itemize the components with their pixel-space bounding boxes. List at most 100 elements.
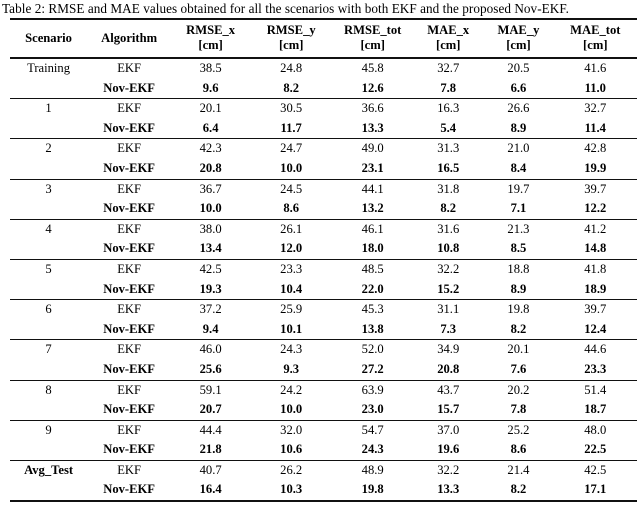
table-row: 6 EKF 37.2 25.9 45.3 31.1 19.8 39.7	[10, 299, 637, 340]
table-row: Nov-EKF 19.3 10.4 22.0 15.2 8.9 18.9	[10, 280, 637, 300]
value-cell: 24.3	[250, 339, 333, 360]
value-cell: 19.8	[483, 299, 554, 320]
value-cell: 15.2	[437, 281, 460, 296]
value-cell: 44.4	[171, 419, 251, 441]
column-header-scenario: Scenario	[10, 19, 88, 59]
algorithm-cell: Nov-EKF	[103, 241, 155, 256]
value-cell: 59.1	[171, 379, 251, 401]
value-cell: 36.6	[332, 98, 414, 119]
value-cell: 31.6	[413, 218, 484, 240]
algorithm-cell: Nov-EKF	[103, 160, 155, 175]
value-cell: 32.7	[553, 98, 637, 119]
scenario-cell: Training	[10, 57, 88, 99]
value-cell: 20.5	[483, 57, 554, 79]
table-row: 8 EKF 59.1 24.2 63.9 43.7 20.2 51.4	[10, 379, 637, 421]
table-row: Nov-EKF 10.0 8.6 13.2 8.2 7.1 12.2	[10, 199, 637, 219]
algorithm-cell: EKF	[87, 419, 172, 441]
column-label: RMSE_x	[186, 23, 236, 37]
value-cell: 12.4	[584, 321, 607, 336]
scenario-cell: 7	[10, 339, 88, 380]
value-cell: 25.6	[199, 361, 222, 376]
value-cell: 51.4	[553, 379, 637, 401]
value-cell: 8.2	[510, 321, 527, 336]
table-body: Training EKF 38.5 24.8 45.8 32.7 20.5 41.6 Nov-E…	[10, 57, 637, 502]
value-cell: 20.2	[483, 379, 554, 401]
value-cell: 13.3	[437, 482, 460, 497]
value-cell: 18.7	[584, 402, 607, 417]
value-cell: 27.2	[361, 361, 384, 376]
column-header-mae_x: MAE_x [cm]	[413, 19, 484, 59]
table-row: Nov-EKF 9.4 10.1 13.8 7.3 8.2 12.4	[10, 320, 637, 340]
column-label: MAE_y	[497, 23, 540, 37]
algorithm-cell: Nov-EKF	[103, 321, 155, 336]
value-cell: 21.4	[483, 459, 554, 481]
value-cell: 8.5	[510, 241, 527, 256]
value-cell: 10.0	[280, 160, 303, 175]
algorithm-cell: Nov-EKF	[103, 442, 155, 457]
value-cell: 22.5	[584, 442, 607, 457]
table-header: Scenario Algorithm RMSE_x [cm] RMSE_y [cm] RMS…	[10, 19, 637, 59]
algorithm-cell: EKF	[87, 98, 172, 119]
scenario-cell: Avg_Test	[10, 459, 88, 502]
value-cell: 8.2	[283, 80, 300, 95]
value-cell: 10.3	[280, 482, 303, 497]
value-cell: 40.7	[171, 459, 251, 481]
value-cell: 26.6	[483, 98, 554, 119]
value-cell: 48.0	[553, 419, 637, 441]
algorithm-cell: Nov-EKF	[103, 482, 155, 497]
value-cell: 11.4	[584, 120, 606, 135]
column-unit: [cm]	[278, 38, 304, 52]
value-cell: 37.0	[413, 419, 484, 441]
table-row: Avg_Test EKF 40.7 26.2 48.9 32.2 21.4 42.5	[10, 459, 637, 502]
table-row: Nov-EKF 9.6 8.2 12.6 7.8 6.6 11.0	[10, 79, 637, 99]
table-row: 4 EKF 38.0 26.1 46.1 31.6 21.3 41.2	[10, 218, 637, 260]
table-row: 9 EKF 44.4 32.0 54.7 37.0 25.2 48.0	[10, 419, 637, 461]
value-cell: 8.6	[283, 201, 300, 216]
value-cell: 36.7	[171, 178, 251, 200]
column-header-mae_tot: MAE_tot [cm]	[553, 19, 637, 59]
value-cell: 16.4	[199, 482, 222, 497]
algorithm-cell: EKF	[87, 459, 172, 481]
value-cell: 13.8	[361, 321, 384, 336]
column-header-mae_y: MAE_y [cm]	[483, 19, 554, 59]
value-cell: 31.1	[413, 299, 484, 320]
value-cell: 21.8	[199, 442, 222, 457]
column-label: Scenario	[25, 30, 72, 45]
value-cell: 20.7	[199, 402, 222, 417]
value-cell: 39.7	[553, 178, 637, 200]
value-cell: 38.0	[171, 218, 251, 240]
value-cell: 49.0	[332, 138, 414, 159]
table-row: 5 EKF 42.5 23.3 48.5 32.2 18.8 41.8	[10, 258, 637, 300]
table-row: Nov-EKF 6.4 11.7 13.3 5.4 8.9 11.4	[10, 119, 637, 139]
table-row: 2 EKF 42.3 24.7 49.0 31.3 21.0 42.8	[10, 138, 637, 180]
algorithm-cell: EKF	[87, 57, 172, 79]
value-cell: 24.3	[361, 442, 384, 457]
algorithm-cell: EKF	[87, 258, 172, 280]
value-cell: 11.7	[280, 120, 302, 135]
value-cell: 42.5	[171, 258, 251, 280]
algorithm-cell: Nov-EKF	[103, 201, 155, 216]
table-row: 1 EKF 20.1 30.5 36.6 16.3 26.6 32.7	[10, 98, 637, 139]
column-header-rmse_y: RMSE_y [cm]	[250, 19, 333, 59]
value-cell: 42.5	[553, 459, 637, 481]
value-cell: 46.0	[171, 339, 251, 360]
table-row: Nov-EKF 20.7 10.0 23.0 15.7 7.8 18.7	[10, 400, 637, 420]
value-cell: 12.2	[584, 201, 607, 216]
value-cell: 11.0	[584, 80, 606, 95]
value-cell: 24.8	[250, 57, 333, 79]
value-cell: 24.2	[250, 379, 333, 401]
table-row: 3 EKF 36.7 24.5 44.1 31.8 19.7 39.7	[10, 178, 637, 220]
value-cell: 12.0	[280, 241, 303, 256]
value-cell: 19.3	[199, 281, 222, 296]
value-cell: 44.1	[332, 178, 414, 200]
value-cell: 18.9	[584, 281, 607, 296]
algorithm-cell: Nov-EKF	[103, 361, 155, 376]
value-cell: 18.8	[483, 258, 554, 280]
value-cell: 10.0	[199, 201, 222, 216]
value-cell: 37.2	[171, 299, 251, 320]
algorithm-cell: EKF	[87, 178, 172, 200]
value-cell: 6.6	[510, 80, 527, 95]
value-cell: 63.9	[332, 379, 414, 401]
value-cell: 24.7	[250, 138, 333, 159]
